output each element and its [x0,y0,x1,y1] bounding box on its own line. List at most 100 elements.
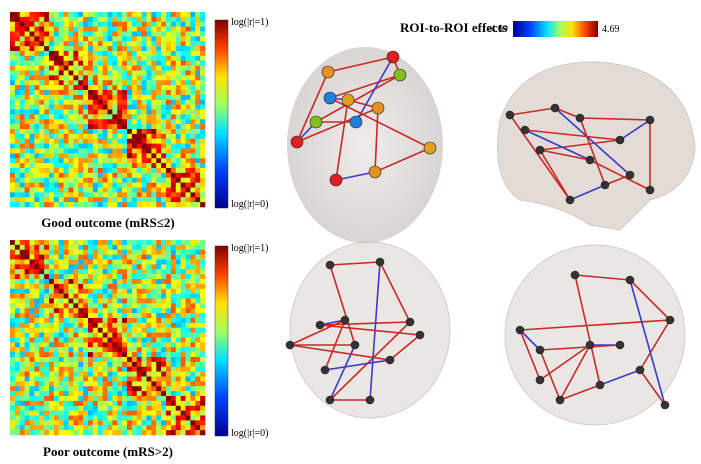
matrix-cell [176,32,181,37]
matrix-cell [122,396,127,401]
matrix-cell [127,381,132,386]
matrix-cell [108,134,113,139]
matrix-cell [195,260,200,265]
matrix-cell [117,401,122,406]
matrix-cell [83,56,88,61]
matrix-cell [151,269,156,274]
matrix-cell [69,110,74,115]
matrix-cell [39,153,44,158]
matrix-cell [88,367,93,372]
matrix-cell [44,17,49,22]
matrix-cell [122,289,127,294]
matrix-cell [166,61,171,66]
matrix-cell [200,401,205,406]
matrix-cell [73,66,78,71]
matrix-cell [34,66,39,71]
matrix-cell [73,17,78,22]
matrix-cell [132,323,137,328]
matrix-cell [171,367,176,372]
matrix-cell [10,75,15,80]
matrix-cell [25,269,30,274]
matrix-cell [122,41,127,46]
matrix-cell [181,110,186,115]
matrix-cell [161,139,166,144]
matrix-cell [171,139,176,144]
matrix-cell [78,17,83,22]
matrix-cell [161,163,166,168]
matrix-cell [161,323,166,328]
matrix-cell [64,163,69,168]
matrix-cell [190,124,195,129]
matrix-cell [88,357,93,362]
matrix-cell [127,284,132,289]
matrix-cell [10,333,15,338]
matrix-cell [166,85,171,90]
matrix-cell [15,279,20,284]
matrix-cell [117,153,122,158]
matrix-cell [93,308,98,313]
matrix-cell [59,411,64,416]
matrix-cell [49,313,54,318]
matrix-cell [15,386,20,391]
matrix-cell [44,425,49,430]
matrix-cell [171,396,176,401]
matrix-cell [195,119,200,124]
matrix-cell [73,416,78,421]
matrix-cell [20,153,25,158]
matrix-cell [34,274,39,279]
matrix-cell [10,357,15,362]
matrix-cell [39,129,44,134]
matrix-cell [88,308,93,313]
matrix-cell [176,396,181,401]
matrix-cell [44,308,49,313]
matrix-cell [15,22,20,27]
matrix-cell [15,347,20,352]
matrix-cell [69,71,74,76]
matrix-cell [15,342,20,347]
matrix-cell [93,75,98,80]
matrix-cell [186,22,191,27]
matrix-cell [147,308,152,313]
matrix-cell [98,367,103,372]
matrix-cell [64,420,69,425]
matrix-cell [156,386,161,391]
matrix-cell [112,318,117,323]
matrix-cell [176,153,181,158]
matrix-cell [30,197,35,202]
matrix-cell [54,168,59,173]
matrix-cell [122,416,127,421]
matrix-cell [132,333,137,338]
matrix-cell [190,240,195,245]
matrix-cell [59,250,64,255]
matrix-cell [117,347,122,352]
matrix-cell [15,250,20,255]
matrix-cell [20,158,25,163]
matrix-cell [181,391,186,396]
node [376,258,384,266]
matrix-cell [20,323,25,328]
matrix-cell [176,119,181,124]
matrix-cell [147,372,152,377]
matrix-cell [103,144,108,149]
matrix-cell [20,144,25,149]
matrix-cell [147,129,152,134]
matrix-cell [127,188,132,193]
matrix-cell [20,163,25,168]
matrix-cell [142,328,147,333]
matrix-cell [10,416,15,421]
matrix-cell [15,299,20,304]
matrix-cell [132,100,137,105]
matrix-cell [166,56,171,61]
matrix-cell [190,386,195,391]
matrix-cell [98,168,103,173]
matrix-cell [39,357,44,362]
matrix-cell [25,240,30,245]
matrix-cell [176,367,181,372]
matrix-cell [132,173,137,178]
matrix-cell [108,279,113,284]
matrix-cell [59,372,64,377]
matrix-cell [78,362,83,367]
matrix-cell [112,114,117,119]
matrix-cell [78,27,83,32]
matrix-cell [34,178,39,183]
